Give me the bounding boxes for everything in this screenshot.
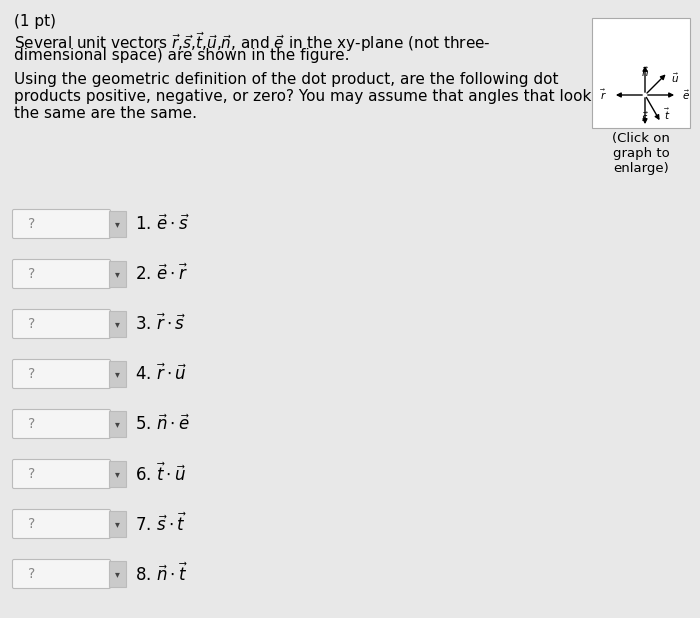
Text: ?: ? <box>28 567 35 581</box>
Text: 1. $\vec{e}\cdot\vec{s}$: 1. $\vec{e}\cdot\vec{s}$ <box>135 214 190 234</box>
Text: $\vec{e}$: $\vec{e}$ <box>682 88 690 102</box>
Text: ?: ? <box>28 417 35 431</box>
Text: 5. $\vec{n}\cdot\vec{e}$: 5. $\vec{n}\cdot\vec{e}$ <box>135 414 190 434</box>
FancyBboxPatch shape <box>109 361 126 387</box>
FancyBboxPatch shape <box>13 310 111 339</box>
Text: dimensional space) are shown in the figure.: dimensional space) are shown in the figu… <box>14 48 349 63</box>
Text: $\vec{r}$: $\vec{r}$ <box>600 88 606 102</box>
Text: ?: ? <box>28 367 35 381</box>
Text: ?: ? <box>28 267 35 281</box>
FancyBboxPatch shape <box>13 559 111 588</box>
Text: 2. $\vec{e}\cdot\vec{r}$: 2. $\vec{e}\cdot\vec{r}$ <box>135 264 188 284</box>
FancyBboxPatch shape <box>13 260 111 289</box>
Text: 8. $\vec{n}\cdot\vec{t}$: 8. $\vec{n}\cdot\vec{t}$ <box>135 563 188 585</box>
Text: 4. $\vec{r}\cdot\vec{u}$: 4. $\vec{r}\cdot\vec{u}$ <box>135 364 187 384</box>
Text: ▾: ▾ <box>115 319 120 329</box>
Text: $\vec{t}$: $\vec{t}$ <box>664 107 671 122</box>
Text: ▾: ▾ <box>115 219 120 229</box>
FancyBboxPatch shape <box>109 461 126 487</box>
FancyBboxPatch shape <box>13 460 111 488</box>
Text: (Click on
graph to
enlarge): (Click on graph to enlarge) <box>612 132 670 175</box>
Text: 3. $\vec{r}\cdot\vec{s}$: 3. $\vec{r}\cdot\vec{s}$ <box>135 314 186 334</box>
Text: ?: ? <box>28 317 35 331</box>
FancyBboxPatch shape <box>109 211 126 237</box>
Text: ▾: ▾ <box>115 469 120 479</box>
FancyBboxPatch shape <box>109 561 126 587</box>
Text: Using the geometric definition of the dot product, are the following dot: Using the geometric definition of the do… <box>14 72 559 87</box>
Text: the same are the same.: the same are the same. <box>14 106 197 121</box>
Text: ▾: ▾ <box>115 369 120 379</box>
Text: ?: ? <box>28 517 35 531</box>
Text: ?: ? <box>28 217 35 231</box>
Text: ▾: ▾ <box>115 519 120 529</box>
Text: (1 pt): (1 pt) <box>14 14 56 29</box>
FancyBboxPatch shape <box>13 210 111 239</box>
FancyBboxPatch shape <box>592 18 690 128</box>
Text: ▾: ▾ <box>115 419 120 429</box>
FancyBboxPatch shape <box>109 411 126 437</box>
Text: $\vec{s}$: $\vec{s}$ <box>641 110 649 124</box>
Text: 6. $\vec{t}\cdot\vec{u}$: 6. $\vec{t}\cdot\vec{u}$ <box>135 463 186 485</box>
FancyBboxPatch shape <box>109 511 126 537</box>
Text: ▾: ▾ <box>115 569 120 579</box>
FancyBboxPatch shape <box>13 509 111 538</box>
FancyBboxPatch shape <box>109 261 126 287</box>
Text: ▾: ▾ <box>115 269 120 279</box>
FancyBboxPatch shape <box>13 360 111 389</box>
Text: Several unit vectors $\vec{r}$,$\vec{s}$,$\vec{t}$,$\vec{u}$,$\vec{n}$, and $\ve: Several unit vectors $\vec{r}$,$\vec{s}$… <box>14 30 491 54</box>
Text: ?: ? <box>28 467 35 481</box>
Text: 7. $\vec{s}\cdot\vec{t}$: 7. $\vec{s}\cdot\vec{t}$ <box>135 513 187 535</box>
FancyBboxPatch shape <box>13 410 111 439</box>
Text: products positive, negative, or zero? You may assume that angles that look: products positive, negative, or zero? Yo… <box>14 89 592 104</box>
Text: $\vec{n}$: $\vec{n}$ <box>641 66 649 78</box>
FancyBboxPatch shape <box>109 311 126 337</box>
Text: $\vec{u}$: $\vec{u}$ <box>671 72 679 85</box>
